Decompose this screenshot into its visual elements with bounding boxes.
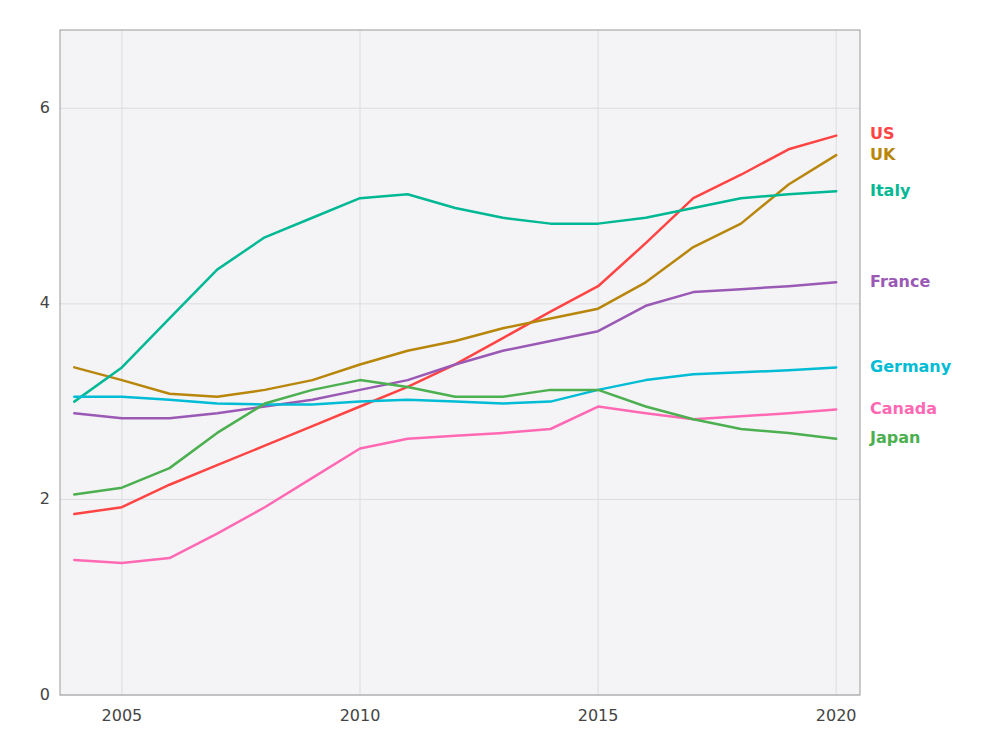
series-line — [74, 191, 836, 401]
grid-line-x — [598, 30, 599, 695]
chart: 2005 2010 2015 2020 0 2 4 6 US UK Italy France Germa… — [0, 0, 1000, 750]
series-label: US — [870, 124, 895, 143]
series-label: Italy — [870, 181, 911, 200]
series-label: Germany — [870, 357, 952, 376]
x-tick-label: 2020 — [816, 706, 857, 725]
series-line — [74, 155, 836, 397]
x-tick-label: 2005 — [102, 706, 143, 725]
lines — [74, 136, 836, 563]
plot-area — [60, 30, 860, 695]
series-labels: US UK Italy France Germany Canada Japan — [869, 124, 952, 447]
axes: 2005 2010 2015 2020 0 2 4 6 — [40, 30, 860, 725]
series-line — [74, 407, 836, 563]
grid-line-y — [60, 108, 860, 109]
series-line — [74, 380, 836, 494]
grid-line-y — [60, 303, 860, 304]
x-tick-label: 2010 — [340, 706, 381, 725]
y-tick-label: 6 — [40, 98, 50, 117]
chart-container: 2005 2010 2015 2020 0 2 4 6 US UK Italy France Germa… — [0, 0, 1000, 750]
series-line — [74, 367, 836, 404]
grid — [60, 30, 860, 695]
series-label: Japan — [869, 428, 920, 447]
grid-line-x — [121, 30, 122, 695]
series-label: UK — [870, 145, 896, 164]
series-label: France — [870, 272, 930, 291]
grid-line-x — [836, 30, 837, 695]
series-label: Canada — [870, 399, 937, 418]
series-line — [74, 136, 836, 514]
y-tick-label: 4 — [40, 293, 50, 312]
plot-frame — [60, 30, 860, 695]
grid-line-y — [60, 499, 860, 500]
y-tick-label: 2 — [40, 489, 50, 508]
y-tick-label: 0 — [40, 685, 50, 704]
grid-line-x — [360, 30, 361, 695]
x-tick-label: 2015 — [578, 706, 619, 725]
